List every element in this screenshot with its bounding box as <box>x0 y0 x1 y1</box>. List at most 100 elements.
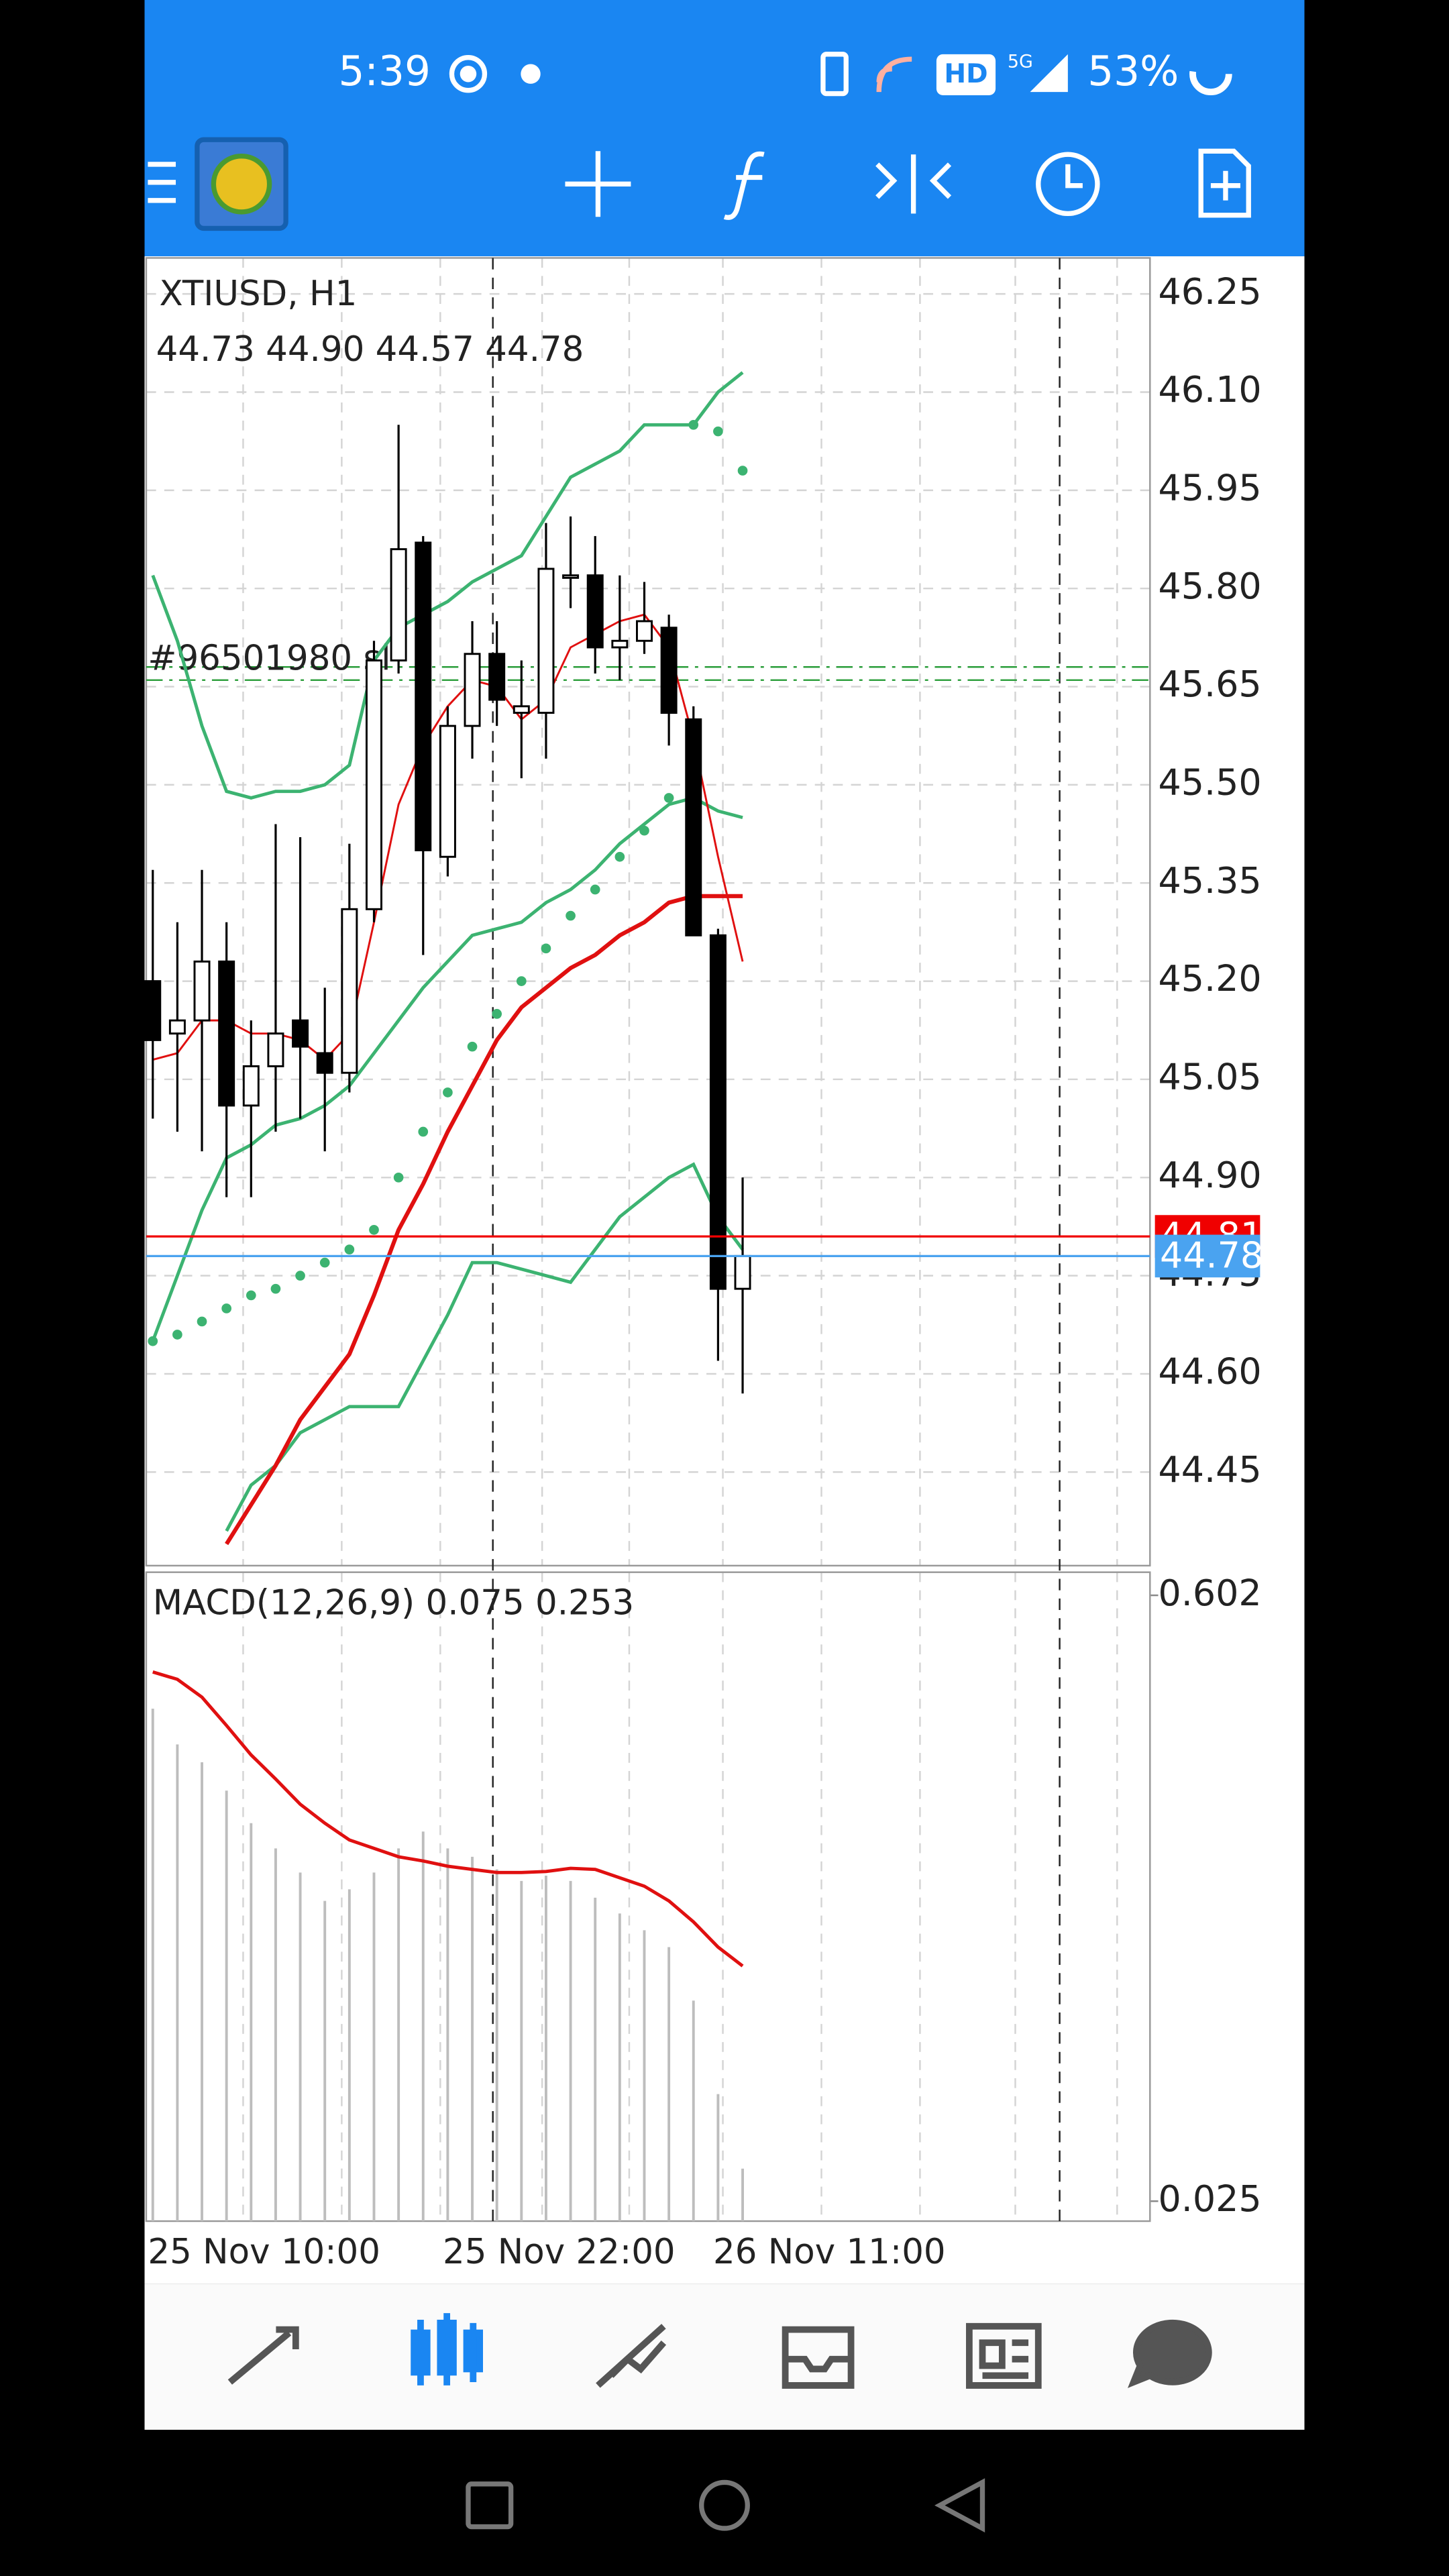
candle-body <box>611 639 629 649</box>
candle-body <box>316 1052 333 1074</box>
candle-body <box>144 980 162 1041</box>
bottom-nav-icons <box>227 2313 1212 2389</box>
recents[interactable] <box>466 2481 514 2530</box>
candle-body <box>439 724 456 858</box>
icon <box>820 52 849 97</box>
y-tick-label: 44.90 <box>1159 1154 1262 1196</box>
sar-dot <box>663 793 674 803</box>
crosshair[interactable] <box>565 151 631 217</box>
android-nav <box>466 2478 985 2533</box>
sar-dot <box>492 1009 502 1019</box>
x-tick-label: 25 Nov 10:00 <box>148 2232 380 2272</box>
sar-dot <box>541 943 551 954</box>
sar-dot <box>688 419 699 430</box>
candle-body <box>709 934 727 1290</box>
timeframe[interactable] <box>1036 152 1100 217</box>
trade[interactable] <box>596 2324 667 2388</box>
candle-body <box>660 627 678 714</box>
sar-dot <box>197 1316 207 1327</box>
candle-body <box>365 659 382 910</box>
home[interactable] <box>699 2479 750 2531</box>
icon <box>460 65 477 83</box>
y-tick-label: 45.95 <box>1159 466 1262 508</box>
candle-body <box>734 1254 751 1290</box>
sar-dot <box>516 976 527 986</box>
candle-body <box>168 1019 186 1035</box>
y-tick-label: 45.80 <box>1159 565 1262 607</box>
frame <box>145 257 1151 1567</box>
candle-body <box>685 718 702 936</box>
indicator-line <box>225 1162 744 1532</box>
y-tick-label: 45.50 <box>1159 761 1262 804</box>
order-label: #96501980 sl <box>148 638 390 678</box>
status-bar: 5:39 HD 5G 53% <box>338 48 1232 97</box>
indicator-line <box>152 1670 744 1968</box>
chat[interactable] <box>1128 2319 1212 2388</box>
symbol[interactable] <box>875 154 952 214</box>
back[interactable] <box>934 2478 985 2533</box>
x-tick-label: 25 Nov 22:00 <box>443 2232 676 2272</box>
candle-body <box>488 653 506 701</box>
sar-dot <box>443 1087 453 1097</box>
sar-dot <box>590 884 600 895</box>
sar-dot <box>295 1271 305 1281</box>
hd-badge <box>936 54 996 96</box>
news[interactable] <box>966 2322 1042 2389</box>
app-logo <box>211 153 272 215</box>
bottom-nav <box>144 2284 1305 2430</box>
sar-dot <box>148 1336 158 1346</box>
indicator-line <box>151 371 744 800</box>
y-tick-label: 45.05 <box>1159 1056 1262 1098</box>
candle-body <box>415 541 432 851</box>
candle-body <box>562 574 580 579</box>
top-bar <box>144 0 1305 257</box>
candle-body <box>193 960 211 1022</box>
y-tick-label: 45.65 <box>1159 663 1262 705</box>
sar-dot <box>172 1330 182 1340</box>
macd-title: MACD(12,26,9) 0.075 0.253 <box>153 1583 634 1623</box>
timeframe <box>1065 164 1083 189</box>
menu[interactable] <box>148 162 176 203</box>
icon <box>521 64 541 84</box>
y-tick-label: 44.60 <box>1159 1350 1262 1393</box>
candle-body <box>537 568 555 714</box>
sar-dot <box>614 851 625 862</box>
sar-dot <box>713 426 723 437</box>
y-tick-label: 45.35 <box>1159 859 1262 902</box>
quotes[interactable] <box>227 2326 299 2385</box>
sar-dot <box>246 1290 256 1301</box>
ohlc: 44.73 44.90 44.57 44.78 <box>156 329 584 370</box>
templates[interactable] <box>1198 148 1251 218</box>
sar-dot <box>639 825 649 836</box>
sar-dot <box>270 1283 281 1294</box>
y-tick-label: 44.45 <box>1159 1448 1262 1491</box>
chart-title: XTIUSD, H1 <box>160 274 358 314</box>
sar-dot <box>566 910 576 921</box>
battery: 53% <box>1087 48 1179 95</box>
hd: HD <box>944 59 987 89</box>
y-tick-label: 46.25 <box>1159 270 1262 313</box>
bid-line-tag <box>1155 1234 1260 1278</box>
candle-body <box>464 653 481 727</box>
sar-dot <box>221 1303 232 1313</box>
candle-body <box>267 1032 284 1067</box>
indicators[interactable] <box>723 151 765 220</box>
candle-body <box>390 548 407 661</box>
signal <box>1030 54 1068 93</box>
chart-tab[interactable] <box>411 2313 483 2385</box>
sar-dot <box>319 1257 330 1268</box>
macd-tick-label: 0.602 <box>1159 1572 1262 1614</box>
toolbar <box>148 137 1251 231</box>
icon <box>876 56 912 93</box>
icon <box>449 55 488 93</box>
plot: 46.25 46.10 45.95 45.80 45.65 45.50 45.35 45.20… <box>144 257 1263 2272</box>
frame <box>145 1571 1151 2222</box>
candle-body <box>341 908 358 1074</box>
y-tick-label: 46.10 <box>1159 368 1262 411</box>
sar-dot <box>393 1172 404 1183</box>
sar-dot <box>369 1225 379 1235</box>
history[interactable] <box>782 2326 855 2389</box>
y-tick-label: 45.20 <box>1159 957 1262 1000</box>
